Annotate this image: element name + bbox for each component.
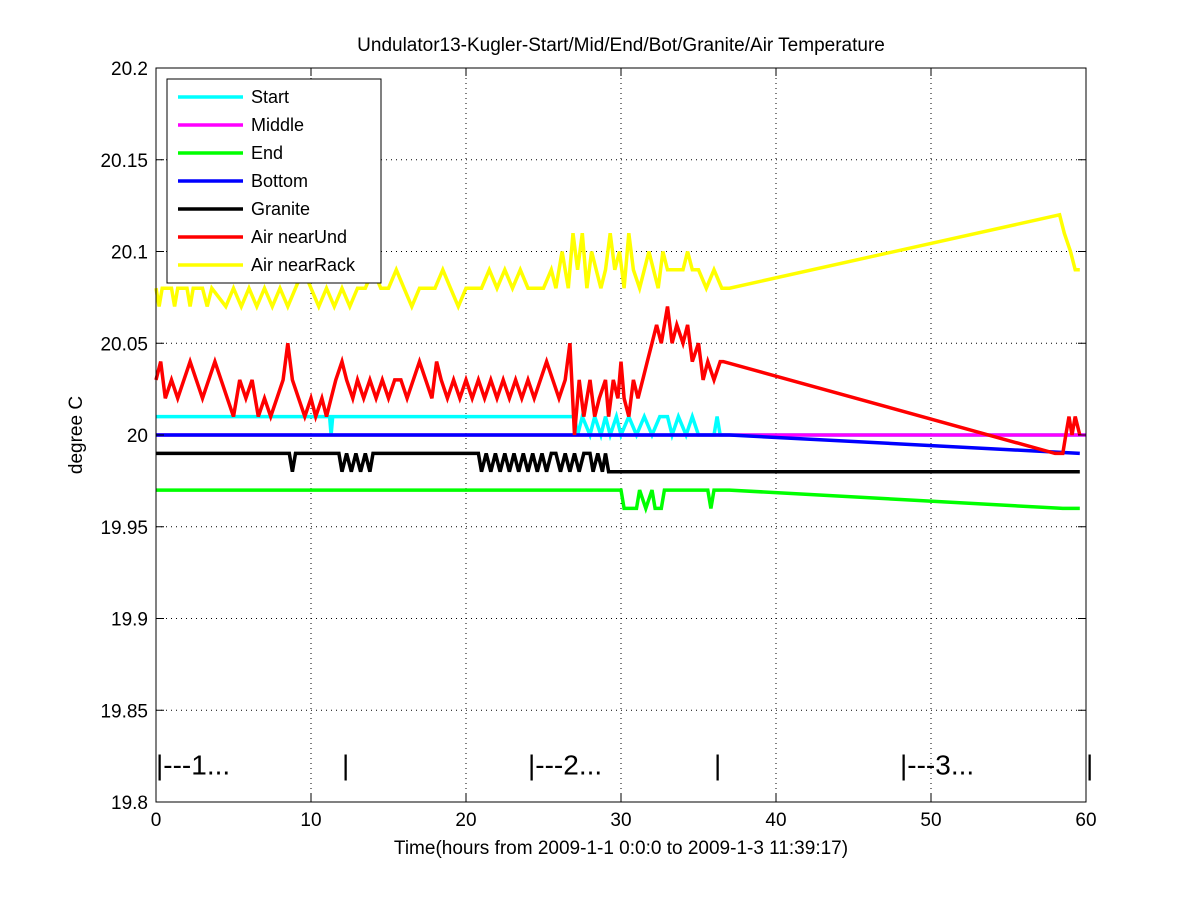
segment-annotations: |---1... | |---2... | |---3... | <box>156 749 1093 780</box>
y-tick-label: 20 <box>127 426 148 447</box>
axis-ticks: 0 10 20 30 40 50 60 19.8 19.85 19.9 19.95 20 20.05 20… <box>100 59 1096 831</box>
y-tick-label: 19.95 <box>100 518 148 539</box>
legend-label-start: Start <box>251 87 289 107</box>
series-line-air-nearund <box>154 306 1082 456</box>
chart-title: Undulator13-Kugler-Start/Mid/End/Bot/Gra… <box>357 35 885 56</box>
y-tick-label: 20.2 <box>111 59 148 80</box>
y-tick-label: 20.05 <box>100 334 148 355</box>
x-tick-label: 10 <box>300 810 321 831</box>
y-tick-label: 19.9 <box>111 610 148 631</box>
series-line-end <box>156 488 1080 514</box>
legend-entries: Start Middle End Bottom Granite Air nearUnd Ai… <box>178 87 356 275</box>
legend-label-bottom: Bottom <box>251 171 308 191</box>
segment-marker: |---1... <box>156 749 230 780</box>
x-tick-label: 20 <box>455 810 476 831</box>
x-tick-label: 60 <box>1075 810 1096 831</box>
x-axis-label: Time(hours from 2009-1-1 0:0:0 to 2009-1… <box>394 838 848 859</box>
y-tick-label: 19.85 <box>100 701 148 722</box>
legend-label-air-nearund: Air nearUnd <box>251 227 347 247</box>
legend-label-air-nearrack: Air nearRack <box>251 255 356 275</box>
legend: Start Middle End Bottom Granite Air nearUnd Ai… <box>166 78 382 284</box>
segment-marker: |---3... <box>900 749 974 780</box>
segment-marker: | <box>342 749 349 780</box>
y-axis-label: degree C <box>66 396 87 474</box>
x-tick-label: 30 <box>610 810 631 831</box>
y-tick-label: 19.8 <box>111 793 148 814</box>
series-line-bottom <box>156 433 1080 456</box>
y-tick-label: 20.15 <box>100 151 148 172</box>
x-tick-label: 50 <box>920 810 941 831</box>
legend-label-granite: Granite <box>251 199 310 219</box>
y-tick-label: 20.1 <box>111 243 148 264</box>
legend-label-end: End <box>251 143 283 163</box>
segment-marker: |---2... <box>528 749 602 780</box>
segment-marker: | <box>714 749 721 780</box>
segment-marker: | <box>1086 749 1093 780</box>
series-line-granite <box>156 451 1080 474</box>
series-line-air-nearrack <box>154 212 1080 311</box>
legend-label-middle: Middle <box>251 115 304 135</box>
x-tick-label: 0 <box>151 810 162 831</box>
series-lines <box>154 212 1086 514</box>
x-tick-label: 40 <box>765 810 786 831</box>
